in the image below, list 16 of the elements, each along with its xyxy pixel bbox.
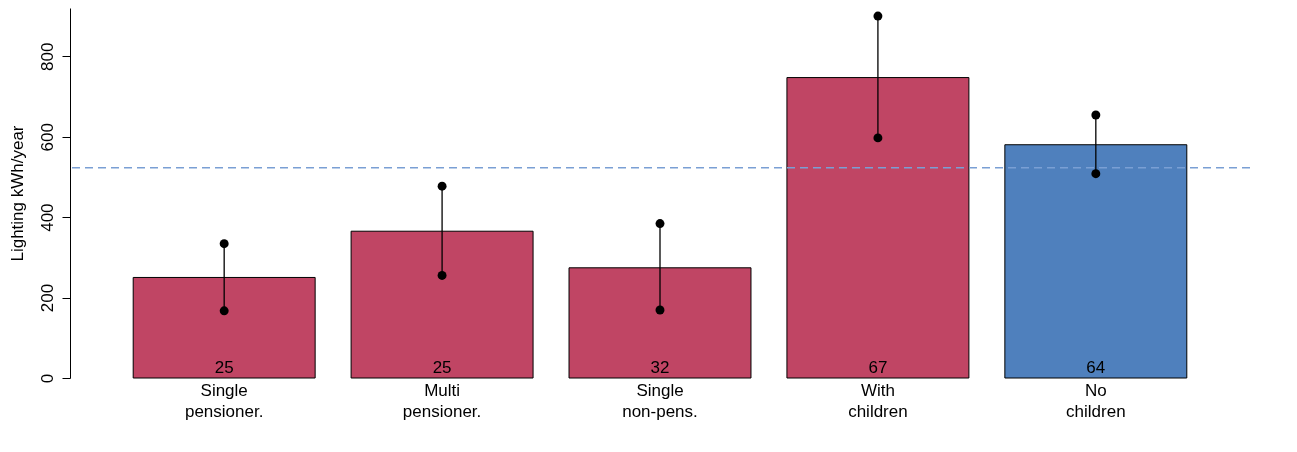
- y-tick-label: 200: [37, 283, 57, 313]
- annotation: 64: [1086, 358, 1106, 377]
- annotation: 25: [214, 358, 234, 377]
- x-tick-label: Multi pensioner.: [402, 380, 482, 421]
- y-tick-label: 800: [37, 42, 57, 71]
- annotation: 25: [432, 358, 452, 377]
- x-tick-label: Single pensioner.: [184, 380, 264, 421]
- y-tick-label: 0: [37, 373, 57, 384]
- y-tick-label: 400: [37, 203, 57, 232]
- x-tick-label: No children: [1066, 380, 1126, 421]
- annotation: 67: [868, 358, 888, 377]
- x-tick-label: With children: [848, 380, 908, 421]
- y-tick-label: 600: [37, 123, 57, 152]
- annotation: 32: [650, 358, 670, 377]
- y-axis-title: Lighting kWh/year: [7, 125, 27, 262]
- x-tick-label: Single non-pens.: [622, 380, 698, 421]
